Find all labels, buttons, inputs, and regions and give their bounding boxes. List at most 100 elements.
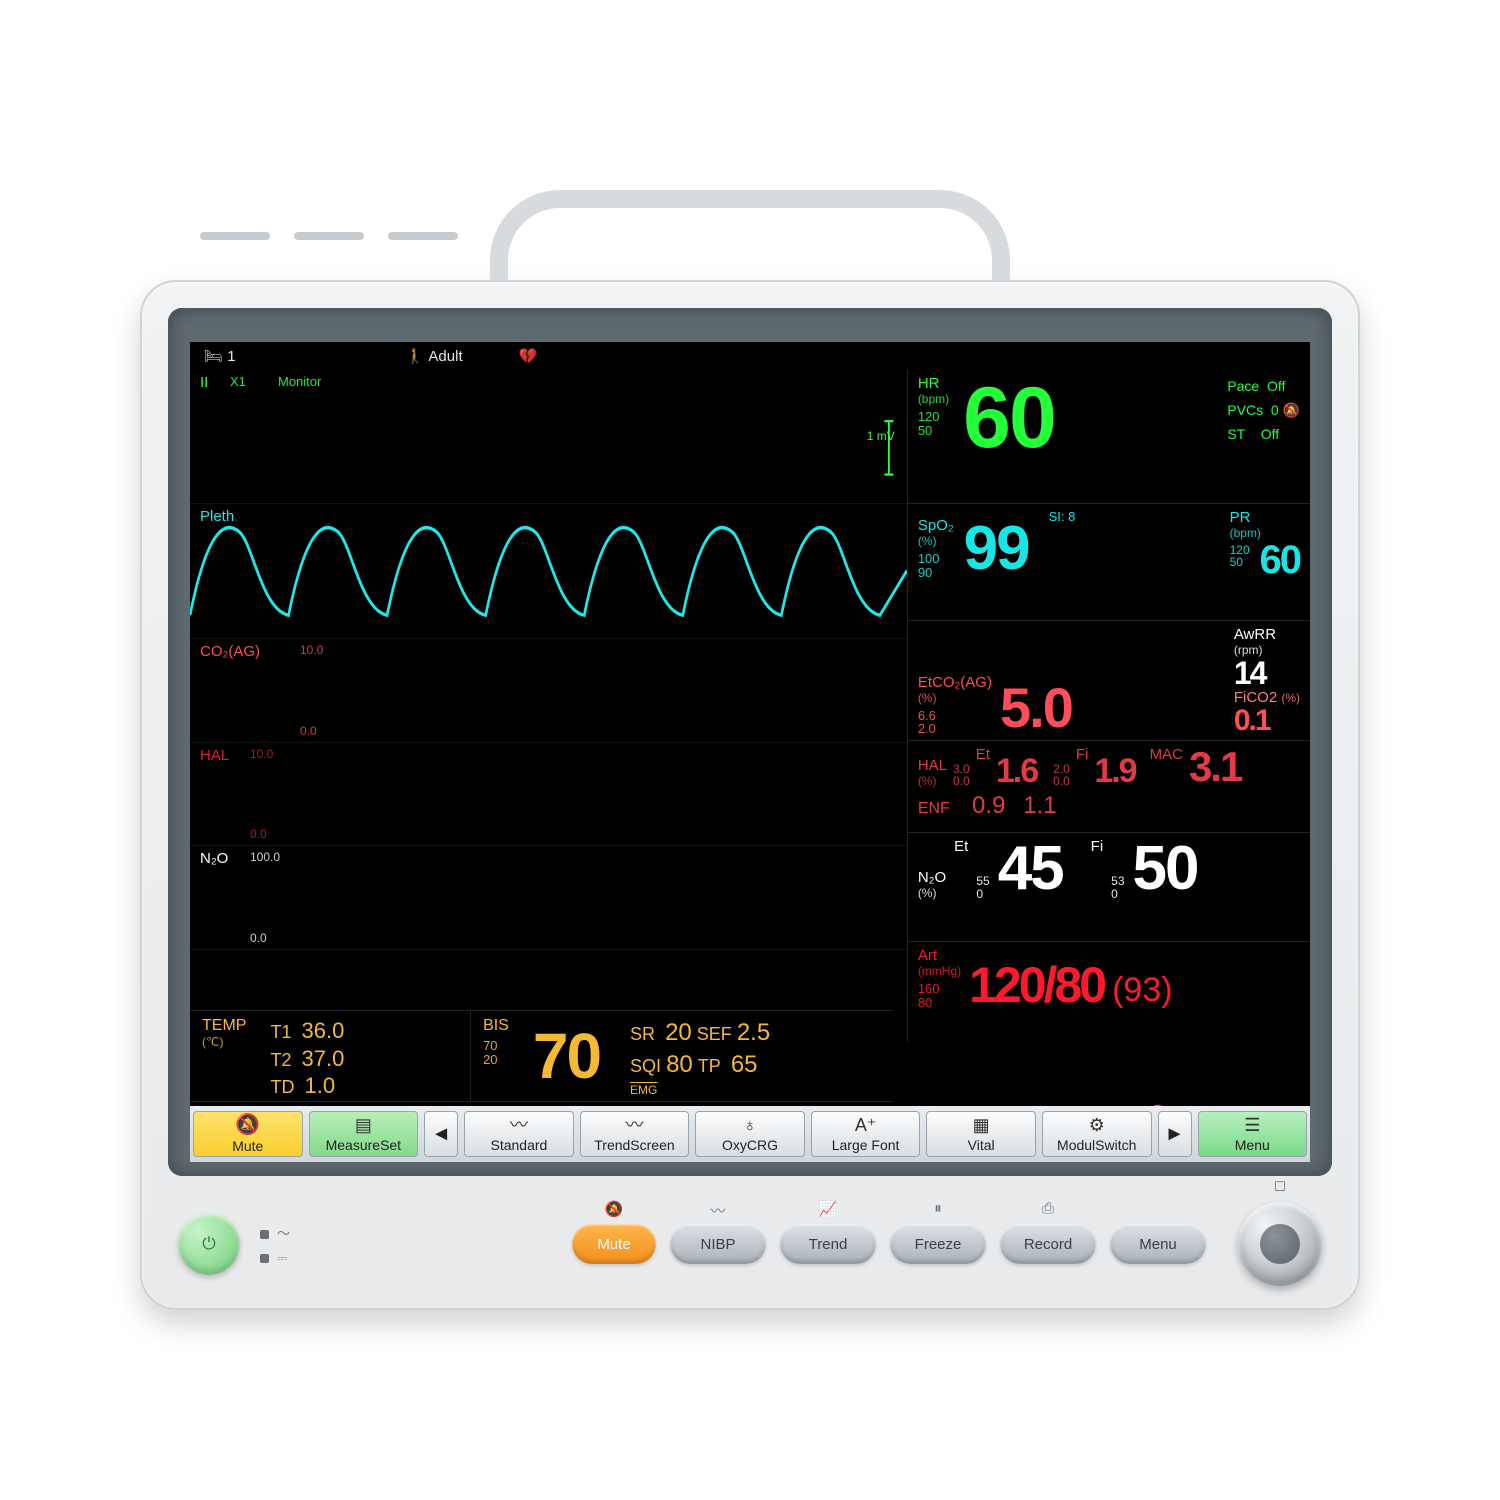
temp-unit: (℃) bbox=[202, 1035, 246, 1049]
rotary-knob[interactable]: ◻ bbox=[1238, 1202, 1322, 1286]
awrr-value: 14 bbox=[1234, 657, 1266, 689]
bed-icon: 🛏 1 bbox=[204, 347, 236, 365]
bis-label: BIS bbox=[483, 1017, 509, 1035]
measureset-icon: ▤ bbox=[355, 1116, 372, 1134]
softkey-standard-label: Standard bbox=[490, 1137, 547, 1153]
n2o-fi-value: 50 bbox=[1133, 838, 1198, 900]
awrr-unit: (rpm) bbox=[1234, 643, 1300, 657]
pr-value: 60 bbox=[1260, 540, 1301, 580]
hardware-button-row: ⏻ ～⎓ 🔕Mute 〰NIBP 📈Trend ⏸Freeze ⎙Record … bbox=[168, 1202, 1332, 1286]
hw-freeze-label: Freeze bbox=[915, 1236, 962, 1253]
pr-lo: 50 bbox=[1230, 555, 1243, 569]
hal-fi-lo: 0.0 bbox=[1053, 774, 1070, 788]
n2o-wave-row: N₂O 100.0 0.0 bbox=[190, 846, 907, 950]
spo2-label: SpO₂ bbox=[918, 517, 954, 534]
device-handle bbox=[490, 190, 1010, 280]
spo2-unit: (%) bbox=[918, 534, 954, 548]
softkey-menu[interactable]: ☰ Menu bbox=[1198, 1111, 1308, 1157]
co2-wave-row: CO₂(AG) 10.0 0.0 bbox=[190, 639, 907, 743]
softkey-modulswitch[interactable]: ⚙ModulSwitch bbox=[1042, 1111, 1152, 1157]
n2o-fi-l: Fi bbox=[1091, 838, 1104, 855]
hw-record-label: Record bbox=[1024, 1236, 1072, 1253]
hw-record-icon: ⎙ bbox=[1042, 1200, 1054, 1217]
hal-wave-row: HAL 10.0 0.0 bbox=[190, 743, 907, 847]
hal-et-lo: 0.0 bbox=[953, 774, 970, 788]
enf-et: 0.9 bbox=[972, 792, 1005, 819]
n2o-waveform bbox=[190, 846, 907, 949]
status-bar: 🛏 1 🚶 Adult 💔 bbox=[190, 342, 1310, 370]
vital-icon: ▦ bbox=[973, 1116, 990, 1134]
softkey-mute[interactable]: 🔕Mute bbox=[193, 1111, 303, 1157]
hw-trend-icon: 📈 bbox=[819, 1200, 838, 1218]
trendscreen-icon: 〰 bbox=[625, 1116, 643, 1134]
readout-column: HR (bpm) 12050 60 Pace Off PVCs 0 🔕 ST O… bbox=[907, 370, 1310, 1042]
hal-waveform bbox=[190, 743, 907, 846]
enf-fi: 1.1 bbox=[1023, 792, 1056, 819]
st-value: Off bbox=[1261, 426, 1279, 442]
softkey-measureset[interactable]: ▤ MeasureSet bbox=[309, 1111, 419, 1157]
softkey-trendscreen[interactable]: 〰TrendScreen bbox=[580, 1111, 690, 1157]
hw-mute-icon: 🔕 bbox=[605, 1200, 624, 1218]
hw-freeze-button[interactable]: ⏸Freeze bbox=[890, 1224, 986, 1264]
bis-cell: BIS 7020 70 SR 20 SEF 2.5 SQI 80 TP 65 E… bbox=[471, 1011, 893, 1101]
patient-monitor-device: 🛏 1 🚶 Adult 💔 II X1 Monitor 1 mV bbox=[140, 190, 1360, 1310]
hw-menu-button[interactable]: Menu bbox=[1110, 1224, 1206, 1264]
softkey-menu-label: Menu bbox=[1235, 1137, 1270, 1153]
hr-label: HR bbox=[918, 375, 949, 392]
hal-et-value: 1.6 bbox=[996, 754, 1037, 788]
pr-label: PR bbox=[1230, 509, 1300, 526]
softkey-largefont[interactable]: A⁺ Large Font bbox=[811, 1111, 921, 1157]
softkey-scroll-left[interactable]: ◄ bbox=[424, 1111, 458, 1157]
pvcs-value: 0 bbox=[1271, 402, 1279, 418]
mac-value: 3.1 bbox=[1189, 746, 1241, 788]
hal-et-l: Et bbox=[976, 746, 990, 763]
hal-r-label: HAL bbox=[918, 757, 947, 774]
hw-trend-button[interactable]: 📈Trend bbox=[780, 1224, 876, 1264]
hw-record-button[interactable]: ⎙Record bbox=[1000, 1224, 1096, 1264]
softkey-largefont-label: Large Font bbox=[832, 1137, 900, 1153]
softkey-oxycrg-label: OxyCRG bbox=[722, 1137, 778, 1153]
pr-unit: (bpm) bbox=[1230, 526, 1300, 540]
fico2-unit: (%) bbox=[1281, 691, 1300, 705]
softkey-scroll-right[interactable]: ► bbox=[1158, 1111, 1192, 1157]
menu-icon: ☰ bbox=[1244, 1116, 1260, 1134]
modulswitch-icon: ⚙ bbox=[1089, 1116, 1105, 1134]
softkey-vital-label: Vital bbox=[968, 1137, 995, 1153]
hw-menu-label: Menu bbox=[1139, 1236, 1177, 1253]
hal-r-unit: (%) bbox=[918, 774, 947, 788]
spo2-lo: 90 bbox=[918, 565, 932, 580]
knob-icon: ◻ bbox=[1274, 1176, 1286, 1194]
hr-value: 60 bbox=[963, 375, 1055, 461]
softkey-oxycrg[interactable]: ♁OxyCRG bbox=[695, 1111, 805, 1157]
hw-nibp-label: NIBP bbox=[700, 1236, 735, 1253]
power-button[interactable]: ⏻ bbox=[178, 1213, 240, 1275]
lcd-screen: 🛏 1 🚶 Adult 💔 II X1 Monitor 1 mV bbox=[190, 342, 1310, 1162]
bottom-numeric-band: TEMP (℃) T1 36.0 T2 37.0 TD 1.0 BIS 702 bbox=[190, 1010, 893, 1102]
hal-fi-l: Fi bbox=[1076, 746, 1089, 763]
hw-freeze-icon: ⏸ bbox=[934, 1200, 942, 1217]
hw-nibp-button[interactable]: 〰NIBP bbox=[670, 1224, 766, 1264]
hal-readout: HAL (%) 3.00.0 Et 1.6 2.00.0 Fi 1.9 MAC bbox=[908, 741, 1310, 833]
st-label: ST bbox=[1227, 426, 1245, 442]
etco2-readout: EtCO₂(AG) (%) 6.62.0 5.0 AwRR (rpm) bbox=[908, 621, 1310, 741]
hw-trend-label: Trend bbox=[809, 1236, 848, 1253]
temp-values: T1 36.0 T2 37.0 TD 1.0 bbox=[270, 1017, 344, 1095]
n2o-r-label: N₂O bbox=[918, 869, 946, 886]
softkey-measureset-label: MeasureSet bbox=[326, 1137, 401, 1153]
art-value: 120/80 bbox=[969, 960, 1104, 1010]
pace-value: Off bbox=[1267, 378, 1285, 394]
enf-label: ENF bbox=[918, 800, 950, 817]
awrr-label: AwRR bbox=[1234, 626, 1276, 643]
chevron-left-icon: ◄ bbox=[431, 1123, 451, 1146]
largefont-icon: A⁺ bbox=[855, 1116, 877, 1134]
softkey-standard[interactable]: 〰Standard bbox=[464, 1111, 574, 1157]
art-unit: (mmHg) bbox=[918, 964, 961, 978]
softkey-vital[interactable]: ▦ Vital bbox=[926, 1111, 1036, 1157]
co2-waveform bbox=[190, 639, 907, 742]
power-leds: ～⎓ bbox=[260, 1223, 290, 1266]
art-lo: 80 bbox=[918, 995, 932, 1010]
hw-mute-button[interactable]: 🔕Mute bbox=[572, 1224, 656, 1264]
mac-label: MAC bbox=[1150, 746, 1183, 763]
chevron-right-icon: ► bbox=[1165, 1123, 1185, 1146]
bis-lo: 20 bbox=[483, 1052, 497, 1067]
